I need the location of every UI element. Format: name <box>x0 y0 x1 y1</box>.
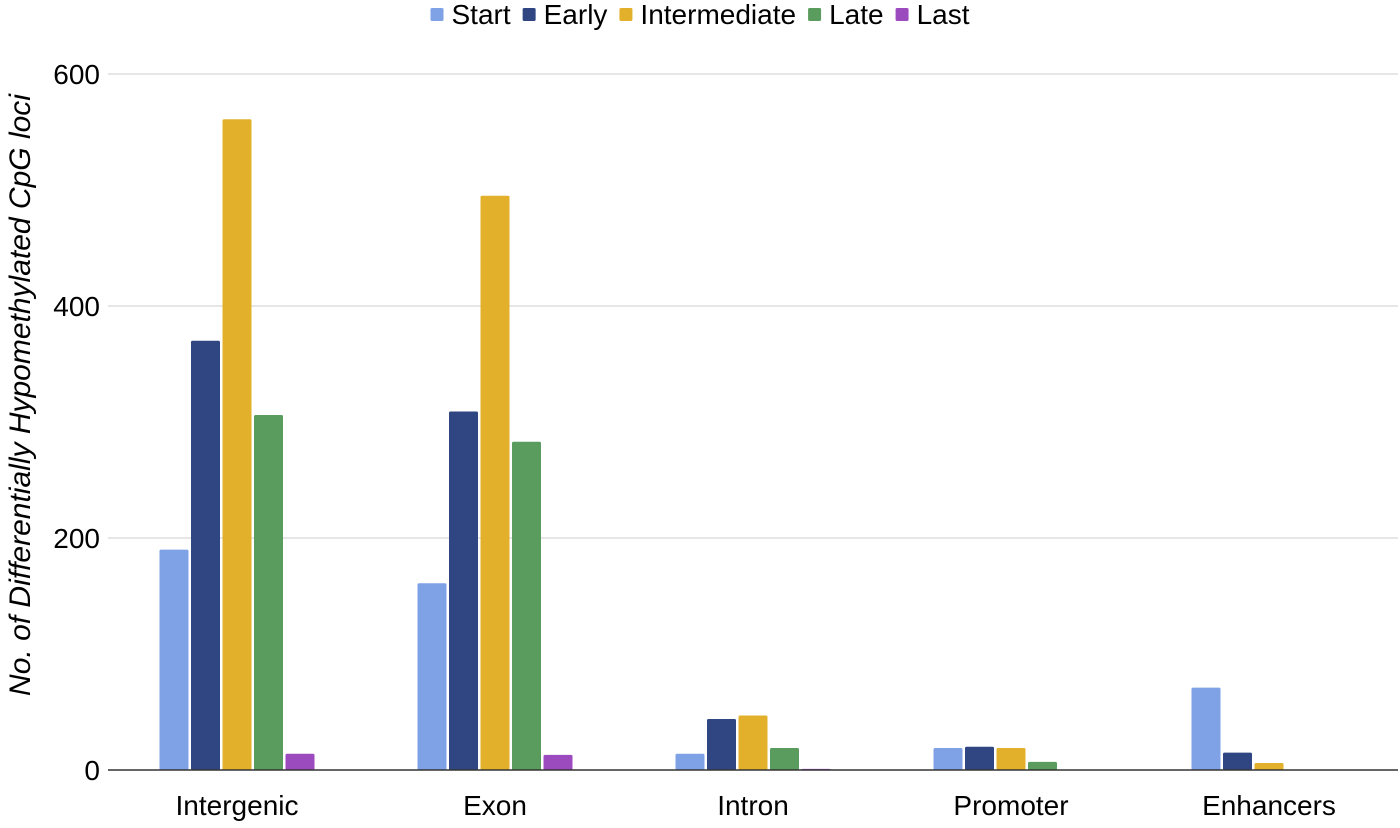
legend-swatch-intermediate <box>619 8 633 21</box>
y-tick-label: 400 <box>53 291 100 322</box>
y-tick-label: 600 <box>53 59 100 90</box>
bar-early-enhancers <box>1223 752 1252 770</box>
y-axis-title: No. of Differentially Hypomethylated CpG… <box>4 93 37 696</box>
legend-label: Intermediate <box>640 0 796 30</box>
legend-label: Early <box>544 0 608 30</box>
x-category-label: Intron <box>717 790 789 821</box>
legend-swatch-late <box>808 8 822 21</box>
bar-intermediate-promoter <box>996 747 1026 770</box>
bar-late-intergenic <box>254 415 283 770</box>
x-category-label: Exon <box>463 790 527 821</box>
bar-intermediate-intergenic <box>222 119 252 771</box>
bar-start-intron <box>675 753 705 770</box>
axes: 0 200 400 600 Intergenic Exon Intron Promoter En… <box>53 59 1398 821</box>
y-tick-label: 200 <box>53 523 100 554</box>
bars <box>159 119 1284 771</box>
x-category-label: Promoter <box>953 790 1068 821</box>
bar-early-intergenic <box>191 340 220 770</box>
x-category-label: Intergenic <box>176 790 299 821</box>
x-category-label: Enhancers <box>1202 790 1336 821</box>
bar-start-promoter <box>933 747 963 770</box>
bar-intermediate-intron <box>738 715 768 770</box>
bar-start-intergenic <box>159 549 189 770</box>
bar-last-intergenic <box>285 753 315 770</box>
legend: Start Early Intermediate Late Last <box>430 0 970 30</box>
legend-swatch-last <box>895 8 909 21</box>
bar-late-intron <box>770 747 799 770</box>
legend-label: Start <box>451 0 510 30</box>
bar-late-promoter <box>1028 761 1057 770</box>
bar-start-enhancers <box>1191 687 1221 770</box>
legend-swatch-start <box>430 8 444 21</box>
bar-early-exon <box>449 411 478 770</box>
bar-intermediate-exon <box>480 195 510 771</box>
legend-label: Last <box>917 0 970 30</box>
bar-early-intron <box>707 718 736 770</box>
bar-last-exon <box>543 754 573 770</box>
legend-label: Late <box>829 0 884 30</box>
y-tick-label: 0 <box>84 755 100 786</box>
bar-start-exon <box>417 583 447 770</box>
legend-swatch-early <box>522 8 536 21</box>
bar-early-promoter <box>965 746 994 770</box>
gridlines <box>108 73 1398 539</box>
bar-intermediate-enhancers <box>1254 763 1284 770</box>
bar-late-exon <box>512 441 541 770</box>
